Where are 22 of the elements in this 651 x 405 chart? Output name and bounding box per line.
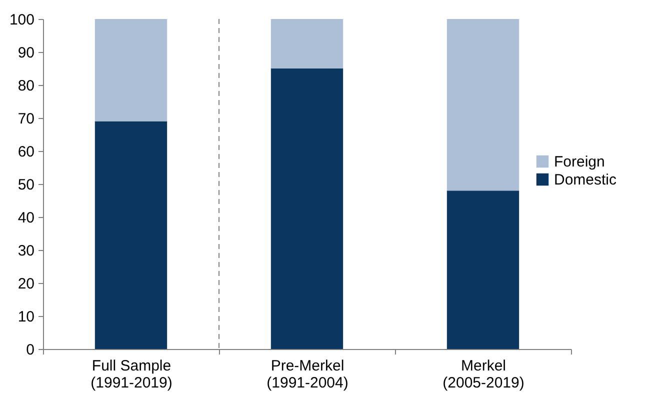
legend-label: Foreign (554, 154, 605, 170)
bar (446, 19, 520, 191)
x-tick-label: Full Sample (1991-2019) (90, 358, 172, 392)
y-tick-label: 10 (18, 308, 34, 326)
bar (270, 68, 344, 349)
y-tick-label: 40 (18, 210, 34, 226)
bar (270, 19, 344, 68)
y-tick-label: 100 (9, 12, 34, 28)
y-tick-label: 90 (18, 44, 34, 62)
bar (94, 19, 168, 122)
y-tick-label: 50 (18, 176, 34, 194)
bar (94, 121, 168, 349)
y-tick-label: 70 (18, 110, 34, 128)
bar (446, 190, 520, 349)
x-tick-label: Merkel (2005-2019) (442, 358, 524, 392)
y-tick-label: 30 (18, 242, 34, 260)
y-tick-label: 0 (26, 342, 34, 358)
y-tick-label: 60 (18, 144, 34, 160)
x-tick-label: Pre-Merkel (1991-2004) (266, 358, 348, 392)
y-tick-label: 80 (18, 78, 34, 94)
y-tick-label: 20 (18, 276, 34, 292)
legend-label: Domestic (554, 172, 618, 188)
